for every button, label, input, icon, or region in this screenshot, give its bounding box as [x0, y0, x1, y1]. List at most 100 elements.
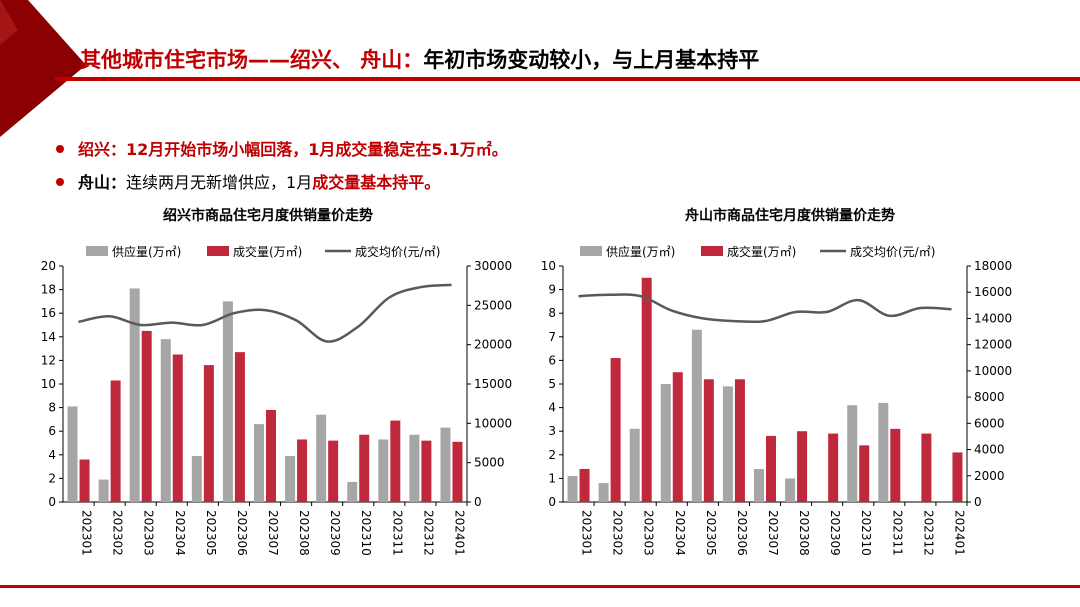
- chart-legend: 供应量(万㎡) 成交量(万㎡) 成交均价(元/㎡): [86, 244, 440, 259]
- y2-tick-label: 5000: [474, 456, 505, 470]
- bar-supply: [660, 384, 671, 502]
- bar-deal: [579, 468, 590, 502]
- bar-deal: [641, 277, 652, 502]
- bar-supply: [67, 406, 78, 502]
- bar-deal: [234, 352, 245, 502]
- x-tick-label: 202306: [235, 510, 249, 556]
- x-tick-label: 202304: [173, 510, 187, 556]
- page-title-red: 其他城市住宅市场——绍兴、 舟山：: [80, 48, 424, 72]
- legend-swatch-deal: [701, 246, 723, 256]
- bar-supply: [316, 414, 327, 502]
- bottom-divider: [0, 585, 1080, 588]
- x-tick-label: 202401: [952, 510, 966, 556]
- x-tick-label: 202311: [390, 510, 404, 556]
- y2-tick-label: 25000: [474, 298, 512, 312]
- bullet-label: 绍兴：: [78, 140, 127, 159]
- bar-deal: [203, 365, 214, 502]
- bar-supply: [160, 339, 171, 502]
- x-tick-label: 202303: [142, 510, 156, 556]
- bar-supply: [785, 478, 796, 502]
- bar-supply: [754, 468, 764, 502]
- bar-deal: [452, 441, 463, 502]
- y-tick-label: 6: [48, 424, 56, 438]
- y-tick-label: 20: [41, 259, 56, 273]
- x-tick-label: 202303: [642, 510, 656, 556]
- bullet-label: 舟山：: [78, 173, 127, 192]
- y-tick-label: 0: [48, 495, 56, 509]
- x-tick-label: 202306: [735, 510, 749, 556]
- bar-deal: [421, 440, 432, 502]
- y2-tick-label: 20000: [474, 338, 512, 352]
- price-line: [78, 283, 452, 343]
- bar-supply: [347, 481, 358, 502]
- corner-triangle-decoration: [0, 0, 86, 137]
- y-tick-label: 9: [548, 283, 556, 297]
- legend-label-price: 成交均价(元/㎡): [850, 244, 935, 259]
- y2-tick-label: 30000: [474, 259, 512, 273]
- bar-supply: [440, 427, 451, 502]
- y2-tick-label: 16000: [974, 285, 1012, 299]
- y-tick-label: 8: [48, 401, 56, 415]
- x-tick-label: 202309: [328, 510, 342, 556]
- legend-swatch-supply: [86, 246, 108, 256]
- y2-tick-label: 8000: [974, 390, 1005, 404]
- bar-supply: [129, 288, 140, 502]
- y-tick-label: 5: [548, 377, 556, 391]
- title-underline: [55, 77, 1080, 81]
- bar-supply: [878, 402, 889, 502]
- bar-supply: [378, 439, 389, 502]
- bar-deal: [390, 420, 401, 502]
- x-tick-label: 202311: [890, 510, 904, 556]
- bar-deal: [797, 431, 808, 502]
- y-tick-label: 4: [548, 401, 556, 415]
- bar-deal: [141, 330, 152, 502]
- bar-deal: [266, 409, 276, 502]
- bar-supply: [598, 483, 609, 502]
- x-tick-label: 202308: [297, 510, 311, 556]
- x-tick-label: 202308: [797, 510, 811, 556]
- y2-tick-label: 18000: [974, 259, 1012, 273]
- y-tick-label: 0: [548, 495, 556, 509]
- y-tick-label: 10: [41, 377, 56, 391]
- bar-deal: [172, 354, 183, 502]
- bar-supply: [409, 434, 420, 502]
- bar-supply: [691, 329, 702, 502]
- x-tick-label: 202301: [80, 510, 94, 556]
- y-tick-label: 16: [41, 306, 56, 320]
- bullet-dot-icon: [56, 144, 64, 153]
- chart-legend: 供应量(万㎡) 成交量(万㎡) 成交均价(元/㎡): [580, 244, 935, 259]
- chart-title: 绍兴市商品住宅月度供销量价走势: [163, 207, 373, 224]
- y2-tick-label: 0: [974, 495, 982, 509]
- page-title-black: 年初市场变动较小，与上月基本持平: [423, 48, 760, 72]
- y-tick-label: 8: [548, 306, 556, 320]
- bar-deal: [859, 445, 870, 502]
- x-tick-label: 202401: [452, 510, 466, 556]
- bullet-text: 连续两月无新增供应，1月: [126, 173, 313, 192]
- legend-label-price: 成交均价(元/㎡): [355, 244, 440, 259]
- bar-supply: [98, 479, 109, 502]
- bar-supply: [254, 424, 264, 502]
- y-tick-label: 10: [541, 259, 556, 273]
- y2-tick-label: 2000: [974, 469, 1005, 483]
- y2-tick-label: 15000: [474, 377, 512, 391]
- bullet-shaoxing: 绍兴：12月开始市场小幅回落，1月成交量稳定在5.1万㎡。: [56, 136, 508, 160]
- y2-tick-label: 10000: [974, 364, 1012, 378]
- bar-supply: [285, 455, 296, 502]
- chart-title: 舟山市商品住宅月度供销量价走势: [685, 207, 895, 224]
- x-tick-label: 202305: [204, 510, 218, 556]
- x-tick-label: 202307: [766, 510, 780, 556]
- y2-tick-label: 14000: [974, 311, 1012, 325]
- y2-tick-label: 4000: [974, 443, 1005, 457]
- y2-tick-label: 0: [474, 495, 482, 509]
- y-tick-label: 18: [41, 283, 56, 297]
- bar-supply: [629, 428, 640, 502]
- x-tick-label: 202302: [611, 510, 625, 556]
- x-tick-label: 202312: [921, 510, 935, 556]
- y-tick-label: 12: [41, 353, 56, 367]
- x-tick-label: 202302: [111, 510, 125, 556]
- bullet-zhoushan: 舟山：连续两月无新增供应，1月成交量基本持平。: [56, 169, 440, 193]
- y-tick-label: 7: [548, 330, 556, 344]
- x-tick-label: 202309: [828, 510, 842, 556]
- bar-deal: [828, 433, 839, 502]
